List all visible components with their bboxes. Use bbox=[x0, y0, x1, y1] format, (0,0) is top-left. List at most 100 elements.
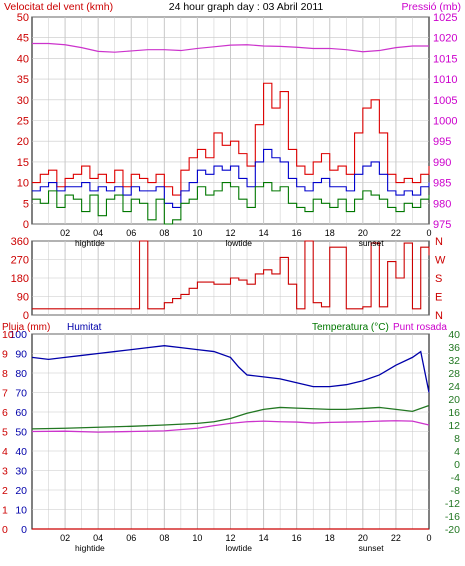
temperature-tick-label: 40 bbox=[448, 329, 460, 341]
wind-speed-tick-label: 40 bbox=[17, 53, 29, 65]
rain-tick-label: 3 bbox=[2, 466, 8, 478]
rain-tick-label: 2 bbox=[2, 485, 8, 497]
compass-tick-label: W bbox=[435, 255, 446, 267]
humidity-tick-label: 40 bbox=[15, 446, 27, 458]
humidity-tick-label: 30 bbox=[15, 466, 27, 478]
time-tick-label: 20 bbox=[358, 228, 368, 238]
wind-series-line bbox=[32, 148, 430, 208]
compass-tick-label: E bbox=[435, 292, 442, 304]
humidity-title: Humitat bbox=[67, 322, 102, 333]
time-tick-label: 16 bbox=[292, 228, 302, 238]
pressure-tick-label: 1025 bbox=[433, 12, 457, 24]
time-tick-label: 04 bbox=[93, 228, 103, 238]
wind-speed-tick-label: 5 bbox=[23, 198, 29, 210]
rain-tick-label: 9 bbox=[2, 349, 8, 361]
time-tick-label: 14 bbox=[259, 228, 269, 238]
humidity-tick-label: 70 bbox=[15, 388, 27, 400]
temperature-tick-label: 4 bbox=[454, 446, 460, 458]
time-tick-label: 04 bbox=[93, 533, 103, 543]
temperature-tick-label: -16 bbox=[445, 511, 460, 523]
temperature-tick-label: 0 bbox=[454, 459, 460, 471]
temperature-tick-label: -12 bbox=[445, 498, 460, 510]
humidity-tick-label: 90 bbox=[15, 349, 27, 361]
wind-speed-tick-label: 10 bbox=[17, 178, 29, 190]
time-tick-label: 18 bbox=[325, 228, 335, 238]
direction-tick-label: 180 bbox=[11, 273, 29, 285]
compass-tick-label: N bbox=[435, 310, 443, 322]
wind-series-line bbox=[32, 82, 430, 196]
humidity-tick-label: 60 bbox=[15, 407, 27, 419]
direction-tick-label: 90 bbox=[17, 292, 29, 304]
tide-event-label: sunset bbox=[359, 238, 385, 248]
temperature-tick-label: -20 bbox=[445, 524, 460, 536]
pressure-tick-label: 975 bbox=[433, 219, 451, 231]
wind-series-line bbox=[32, 182, 430, 225]
temperature-tick-label: -4 bbox=[451, 472, 460, 484]
pressure-tick-label: 980 bbox=[433, 198, 451, 210]
time-tick-label: 18 bbox=[325, 533, 335, 543]
tide-event-label: hightide bbox=[75, 238, 105, 248]
humidity-tick-label: 20 bbox=[15, 485, 27, 497]
pressure-tick-label: 990 bbox=[433, 157, 451, 169]
time-tick-label: 22 bbox=[391, 533, 401, 543]
pressure-tick-label: 1010 bbox=[433, 74, 457, 86]
pressure-tick-label: 1015 bbox=[433, 53, 457, 65]
wind-speed-tick-label: 50 bbox=[17, 12, 29, 24]
time-tick-label: 06 bbox=[126, 228, 136, 238]
humidity-tick-label: 80 bbox=[15, 368, 27, 380]
pressure-title: Pressió (mb) bbox=[401, 1, 461, 13]
compass-tick-label: N bbox=[435, 236, 443, 248]
time-tick-label: 02 bbox=[60, 228, 70, 238]
tide-event-label: lowtide bbox=[226, 543, 253, 553]
rain-tick-label: 8 bbox=[2, 368, 8, 380]
wind-speed-tick-label: 20 bbox=[17, 136, 29, 148]
direction-tick-label: 0 bbox=[23, 310, 29, 322]
temperature-tick-label: 32 bbox=[448, 355, 460, 367]
wind-speed-tick-label: 0 bbox=[23, 219, 29, 231]
time-tick-label: 0 bbox=[426, 228, 431, 238]
temperature-tick-label: -8 bbox=[451, 485, 460, 497]
temperature-tick-label: 20 bbox=[448, 394, 460, 406]
time-tick-label: 12 bbox=[225, 533, 235, 543]
dewpoint-title: Punt rosada bbox=[393, 322, 447, 333]
rain-tick-label: 1 bbox=[2, 505, 8, 517]
tide-event-label: sunset bbox=[359, 543, 385, 553]
temperature-tick-label: 36 bbox=[448, 342, 460, 354]
wind-speed-tick-label: 25 bbox=[17, 116, 29, 128]
temperature-tick-label: 8 bbox=[454, 433, 460, 445]
direction-tick-label: 270 bbox=[11, 255, 29, 267]
pressure-tick-label: 1020 bbox=[433, 33, 457, 45]
time-tick-label: 20 bbox=[358, 533, 368, 543]
rain-tick-label: 6 bbox=[2, 407, 8, 419]
humidity-tick-label: 0 bbox=[21, 524, 27, 536]
rain-tick-label: 4 bbox=[2, 446, 8, 458]
temperature-title: Temperatura (°C) bbox=[312, 322, 389, 333]
wind-speed-title: Velocitat del vent (kmh) bbox=[4, 1, 113, 13]
time-tick-label: 10 bbox=[192, 228, 202, 238]
time-tick-label: 0 bbox=[426, 533, 431, 543]
temperature-tick-label: 28 bbox=[448, 368, 460, 380]
rain-tick-label: 10 bbox=[2, 329, 14, 341]
dewpoint-line bbox=[31, 420, 430, 433]
pressure-tick-label: 1000 bbox=[433, 116, 457, 128]
time-tick-label: 22 bbox=[391, 228, 401, 238]
humidity-tick-label: 50 bbox=[15, 427, 27, 439]
time-tick-label: 02 bbox=[60, 533, 70, 543]
pressure-tick-label: 985 bbox=[433, 178, 451, 190]
temperature-tick-label: 12 bbox=[448, 420, 460, 432]
time-tick-label: 08 bbox=[159, 228, 169, 238]
pressure-tick-label: 995 bbox=[433, 136, 451, 148]
compass-tick-label: S bbox=[435, 273, 442, 285]
humidity-line bbox=[31, 345, 430, 393]
rain-title: Pluja (mm) bbox=[2, 322, 50, 333]
pressure-line bbox=[32, 42, 429, 53]
time-tick-label: 16 bbox=[292, 533, 302, 543]
time-tick-label: 06 bbox=[126, 533, 136, 543]
time-tick-label: 14 bbox=[259, 533, 269, 543]
rain-tick-label: 0 bbox=[2, 524, 8, 536]
temperature-line bbox=[31, 404, 430, 430]
humidity-tick-label: 10 bbox=[15, 505, 27, 517]
time-tick-label: 10 bbox=[192, 533, 202, 543]
